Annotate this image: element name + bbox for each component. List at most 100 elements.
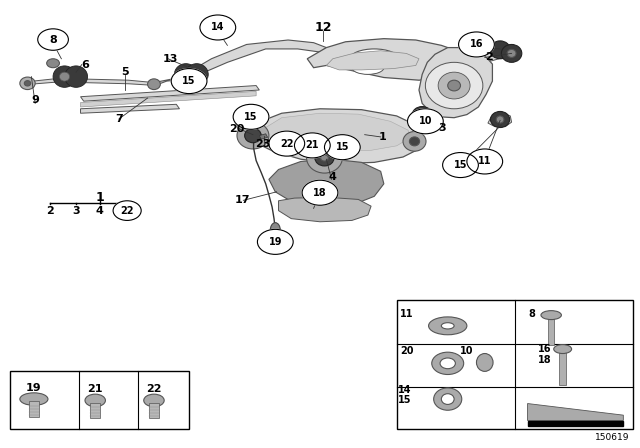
- Text: 12: 12: [314, 21, 332, 34]
- Circle shape: [233, 104, 269, 129]
- Polygon shape: [157, 40, 326, 85]
- Ellipse shape: [350, 49, 399, 69]
- Ellipse shape: [307, 143, 342, 173]
- Text: 5: 5: [122, 67, 129, 77]
- Polygon shape: [248, 109, 424, 164]
- Ellipse shape: [24, 81, 31, 86]
- Ellipse shape: [53, 66, 76, 87]
- Ellipse shape: [440, 358, 456, 369]
- Ellipse shape: [321, 155, 328, 161]
- Polygon shape: [81, 91, 256, 107]
- Text: 10: 10: [419, 116, 432, 126]
- Ellipse shape: [270, 223, 280, 239]
- Polygon shape: [326, 51, 419, 70]
- Ellipse shape: [237, 122, 269, 149]
- Ellipse shape: [410, 137, 420, 146]
- Text: 22: 22: [280, 138, 294, 149]
- Text: 14: 14: [211, 22, 225, 33]
- Text: 15: 15: [335, 142, 349, 152]
- Ellipse shape: [438, 72, 470, 99]
- Text: 4: 4: [96, 206, 104, 215]
- Circle shape: [467, 149, 502, 174]
- Text: 150619: 150619: [595, 433, 630, 442]
- Bar: [527, 421, 623, 426]
- Text: 22: 22: [120, 206, 134, 215]
- Text: 20: 20: [400, 346, 413, 356]
- Circle shape: [459, 32, 494, 57]
- Bar: [90, 403, 100, 418]
- Polygon shape: [269, 159, 384, 207]
- Ellipse shape: [442, 394, 454, 405]
- Text: 3: 3: [439, 124, 447, 134]
- Circle shape: [172, 69, 207, 94]
- Text: 19: 19: [26, 383, 42, 393]
- Circle shape: [408, 109, 444, 134]
- Ellipse shape: [507, 49, 516, 57]
- Polygon shape: [25, 78, 157, 86]
- Circle shape: [324, 135, 360, 159]
- Ellipse shape: [476, 353, 493, 371]
- Ellipse shape: [442, 323, 454, 329]
- Text: 4: 4: [329, 172, 337, 181]
- Circle shape: [200, 15, 236, 40]
- Text: 21: 21: [305, 140, 319, 151]
- Text: 8: 8: [529, 309, 536, 319]
- Ellipse shape: [554, 345, 572, 353]
- Circle shape: [257, 229, 293, 254]
- Ellipse shape: [185, 64, 208, 85]
- Ellipse shape: [434, 388, 462, 410]
- Ellipse shape: [501, 44, 522, 62]
- Polygon shape: [307, 39, 467, 80]
- Ellipse shape: [180, 70, 191, 79]
- Ellipse shape: [85, 394, 106, 407]
- Polygon shape: [481, 45, 505, 61]
- Text: 20: 20: [229, 124, 244, 134]
- Text: 17: 17: [234, 195, 250, 205]
- Ellipse shape: [403, 132, 426, 151]
- Bar: [10, 371, 189, 430]
- Text: 23: 23: [255, 138, 270, 149]
- Ellipse shape: [448, 80, 461, 91]
- Ellipse shape: [496, 116, 504, 123]
- Ellipse shape: [174, 64, 197, 85]
- Text: 19: 19: [269, 237, 282, 247]
- Text: 8: 8: [49, 34, 57, 44]
- Ellipse shape: [490, 41, 510, 59]
- Polygon shape: [259, 134, 268, 139]
- Bar: [397, 300, 633, 430]
- Circle shape: [302, 180, 338, 205]
- Ellipse shape: [148, 79, 161, 90]
- Text: 21: 21: [88, 384, 103, 394]
- Text: 10: 10: [460, 346, 474, 356]
- Circle shape: [443, 152, 478, 177]
- Text: 7: 7: [115, 114, 123, 124]
- Text: 9: 9: [31, 95, 39, 105]
- Text: 14: 14: [398, 385, 412, 395]
- Ellipse shape: [418, 112, 427, 120]
- Text: 6: 6: [82, 60, 90, 69]
- Ellipse shape: [47, 59, 60, 68]
- Ellipse shape: [412, 107, 433, 125]
- Text: 3: 3: [72, 206, 80, 215]
- Text: 1: 1: [379, 132, 387, 142]
- Ellipse shape: [20, 77, 35, 90]
- Ellipse shape: [20, 393, 48, 405]
- Text: 13: 13: [162, 54, 178, 64]
- Ellipse shape: [426, 62, 483, 109]
- Bar: [29, 401, 39, 417]
- Text: 15: 15: [454, 160, 467, 170]
- Text: 18: 18: [313, 188, 327, 198]
- Circle shape: [38, 29, 68, 50]
- Text: 16: 16: [538, 344, 552, 354]
- Ellipse shape: [65, 66, 88, 87]
- Text: 11: 11: [400, 309, 413, 319]
- Ellipse shape: [244, 129, 261, 143]
- Ellipse shape: [315, 150, 334, 166]
- Bar: [548, 317, 554, 345]
- Polygon shape: [278, 197, 371, 222]
- Bar: [149, 403, 159, 418]
- Ellipse shape: [490, 112, 509, 128]
- Polygon shape: [419, 47, 492, 118]
- Polygon shape: [81, 86, 259, 101]
- Ellipse shape: [60, 72, 70, 81]
